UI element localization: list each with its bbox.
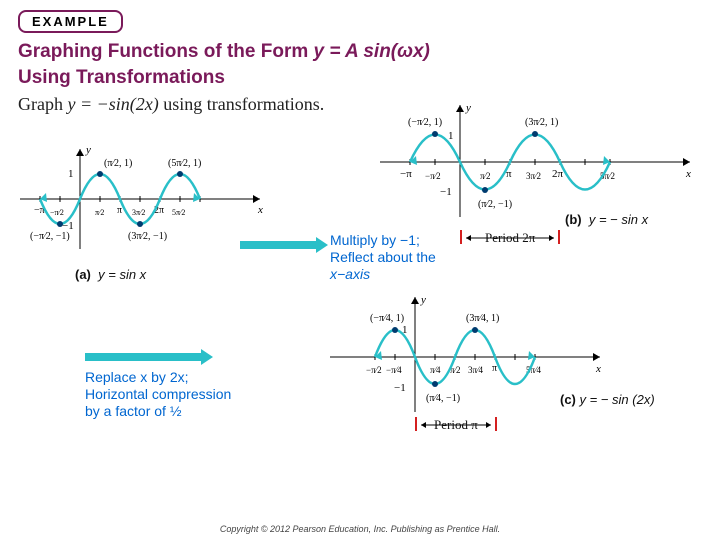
- example-badge: EXAMPLE: [18, 10, 123, 33]
- step2-l1: Replace x by 2x;: [85, 369, 189, 385]
- period-c-right: [495, 417, 497, 431]
- problem-math: y = −sin(2x): [67, 94, 158, 114]
- svg-text:−1: −1: [394, 382, 406, 394]
- svg-text:3π⁄2: 3π⁄2: [526, 171, 541, 181]
- svg-text:3π⁄2: 3π⁄2: [132, 208, 145, 217]
- svg-text:−π⁄4: −π⁄4: [386, 365, 402, 375]
- step1-l3: x−axis: [330, 266, 370, 282]
- svg-text:1: 1: [68, 168, 74, 180]
- graph-c-caption: (c) y = − sin (2x): [560, 392, 655, 407]
- svg-text:1: 1: [448, 130, 454, 142]
- problem-suffix: using transformations.: [159, 94, 324, 114]
- problem-prefix: Graph: [18, 94, 67, 114]
- svg-text:(3π⁄2, 1): (3π⁄2, 1): [525, 117, 558, 128]
- graph-b: y x −π −π⁄2 π⁄2 π 3π⁄2 2π 5π⁄2 1 −1 (−π⁄…: [370, 97, 700, 227]
- svg-text:(5π⁄2, 1): (5π⁄2, 1): [168, 158, 201, 169]
- svg-text:π: π: [492, 363, 497, 374]
- graph-a-caption: (a) y = sin x: [75, 267, 146, 282]
- example-badge-text: EXAMPLE: [32, 14, 109, 29]
- graph-a-paren: (a): [75, 267, 91, 282]
- svg-text:−1: −1: [440, 186, 452, 198]
- svg-text:y: y: [85, 144, 91, 156]
- heading-math: y = A sin(ωx): [314, 41, 430, 62]
- period-c-text: Period π: [434, 417, 478, 433]
- svg-text:x: x: [257, 204, 263, 216]
- svg-text:−π: −π: [400, 168, 412, 180]
- period-b-right: [558, 230, 560, 244]
- step2-arrow: [85, 347, 215, 367]
- svg-text:(π⁄2, −1): (π⁄2, −1): [478, 199, 512, 210]
- svg-text:(3π⁄2, −1): (3π⁄2, −1): [128, 231, 167, 242]
- graph-b-math: y = − sin x: [589, 212, 648, 227]
- graph-b-caption: (b) y = − sin x: [565, 212, 648, 227]
- graph-a-math: y = sin x: [98, 267, 146, 282]
- graphs-area: y x −π −π⁄2 π⁄2 π 3π⁄2 2π 5π⁄2 1 −1: [0, 117, 720, 502]
- heading-prefix: Graphing Functions of the Form: [18, 41, 314, 62]
- svg-text:(π⁄4, −1): (π⁄4, −1): [426, 393, 460, 404]
- svg-text:(π⁄2, 1): (π⁄2, 1): [104, 158, 132, 169]
- svg-text:(−π⁄2, −1): (−π⁄2, −1): [30, 231, 70, 242]
- heading-line2: Using Transformations: [18, 67, 225, 88]
- copyright-text: Copyright © 2012 Pearson Education, Inc.…: [0, 524, 720, 534]
- step1-l2: Reflect about the: [330, 249, 436, 265]
- svg-text:(3π⁄4, 1): (3π⁄4, 1): [466, 313, 499, 324]
- svg-text:y: y: [420, 294, 426, 306]
- svg-text:(−π⁄4, 1): (−π⁄4, 1): [370, 313, 404, 324]
- svg-text:−π⁄2: −π⁄2: [366, 365, 382, 375]
- svg-text:π⁄2: π⁄2: [480, 171, 491, 181]
- graph-a: y x −π −π⁄2 π⁄2 π 3π⁄2 2π 5π⁄2 1 −1: [10, 139, 270, 259]
- step2-l3: by a factor of ½: [85, 403, 182, 419]
- svg-text:y: y: [465, 102, 471, 114]
- svg-text:π⁄4: π⁄4: [430, 365, 441, 375]
- svg-text:x: x: [595, 363, 601, 375]
- step1-l1: Multiply by −1;: [330, 232, 420, 248]
- graph-c-math: y = − sin (2x): [580, 392, 655, 407]
- svg-text:x: x: [685, 168, 691, 180]
- step2-l2: Horizontal compression: [85, 386, 231, 402]
- svg-text:5π⁄2: 5π⁄2: [172, 208, 185, 217]
- svg-text:π: π: [117, 205, 122, 216]
- step1-text: Multiply by −1; Reflect about the x−axis: [330, 232, 470, 282]
- svg-text:3π⁄4: 3π⁄4: [468, 365, 484, 375]
- svg-text:π⁄2: π⁄2: [95, 208, 104, 217]
- period-b-text: Period 2π: [485, 230, 535, 246]
- svg-text:2π: 2π: [552, 168, 564, 180]
- graph-c-paren: (c): [560, 392, 576, 407]
- step2-text: Replace x by 2x; Horizontal compression …: [85, 369, 265, 419]
- graph-b-paren: (b): [565, 212, 582, 227]
- svg-text:(−π⁄2, 1): (−π⁄2, 1): [408, 117, 442, 128]
- main-heading: Graphing Functions of the Form y = A sin…: [18, 39, 720, 90]
- svg-text:−π⁄2: −π⁄2: [425, 171, 441, 181]
- svg-text:−π⁄2: −π⁄2: [50, 208, 64, 217]
- step1-arrow: [240, 235, 330, 255]
